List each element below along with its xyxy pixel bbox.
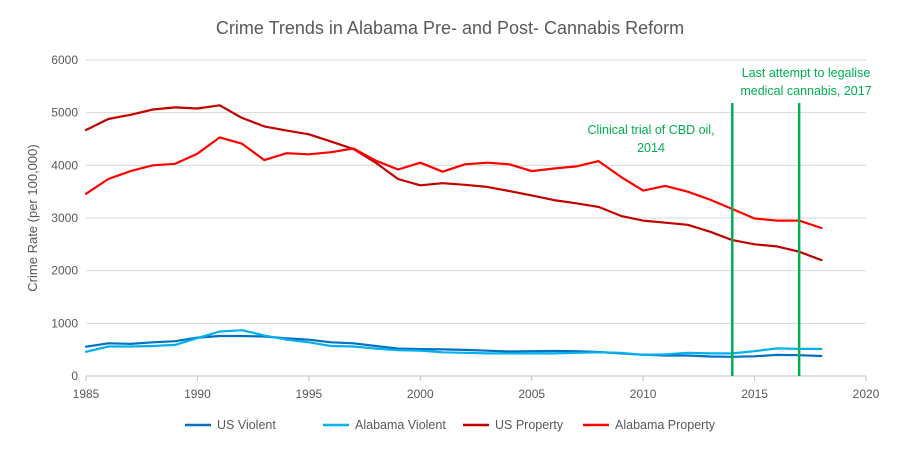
legend: US Violent Alabama Violent US Property Alab…	[185, 418, 716, 432]
y-axis-label: Crime Rate (per 100,000)	[25, 144, 40, 291]
annotation-label: Last attempt to legalise	[742, 66, 871, 80]
series-line-us-property	[84, 104, 823, 262]
chart-title: Crime Trends in Alabama Pre- and Post- C…	[216, 18, 684, 38]
series-line-alabama-property	[84, 136, 823, 230]
x-tick-label: 2015	[741, 387, 768, 401]
series-line-alabama-violent	[84, 329, 823, 356]
x-tick-label: 1990	[184, 387, 211, 401]
legend-label: US Violent	[217, 418, 276, 432]
series-line-us-violent	[84, 334, 823, 358]
x-tick-label: 2020	[853, 387, 880, 401]
x-tick-label: 2005	[518, 387, 545, 401]
gridlines	[86, 59, 866, 324]
legend-item-alabama-property: Alabama Property	[583, 418, 716, 432]
y-tick-label: 4000	[51, 158, 78, 172]
annotation-label: medical cannabis, 2017	[740, 84, 871, 98]
legend-label: US Property	[495, 418, 564, 432]
y-tick-label: 6000	[51, 53, 78, 67]
annotation-label: 2014	[637, 141, 665, 155]
y-tick-label: 5000	[51, 106, 78, 120]
annotation-label: Clinical trial of CBD oil,	[587, 123, 714, 137]
axes: 0 1000 2000 3000 4000 5000 6000 1985 1990 1995 200…	[51, 53, 879, 401]
series-lines	[84, 104, 823, 358]
y-tick-label: 0	[71, 369, 78, 383]
x-tick-label: 1985	[73, 387, 100, 401]
y-tick-label: 2000	[51, 264, 78, 278]
y-tick-label: 1000	[51, 316, 78, 330]
y-tick-label: 3000	[51, 211, 78, 225]
legend-label: Alabama Violent	[355, 418, 446, 432]
x-tick-label: 1995	[296, 387, 323, 401]
x-tick-label: 2010	[630, 387, 657, 401]
legend-item-us-property: US Property	[463, 418, 564, 432]
x-tick-label: 2000	[407, 387, 434, 401]
legend-item-alabama-violent: Alabama Violent	[323, 418, 446, 432]
annotations: Clinical trial of CBD oil, 2014 Last attem…	[587, 66, 872, 376]
legend-item-us-violent: US Violent	[185, 418, 276, 432]
legend-label: Alabama Property	[615, 418, 716, 432]
